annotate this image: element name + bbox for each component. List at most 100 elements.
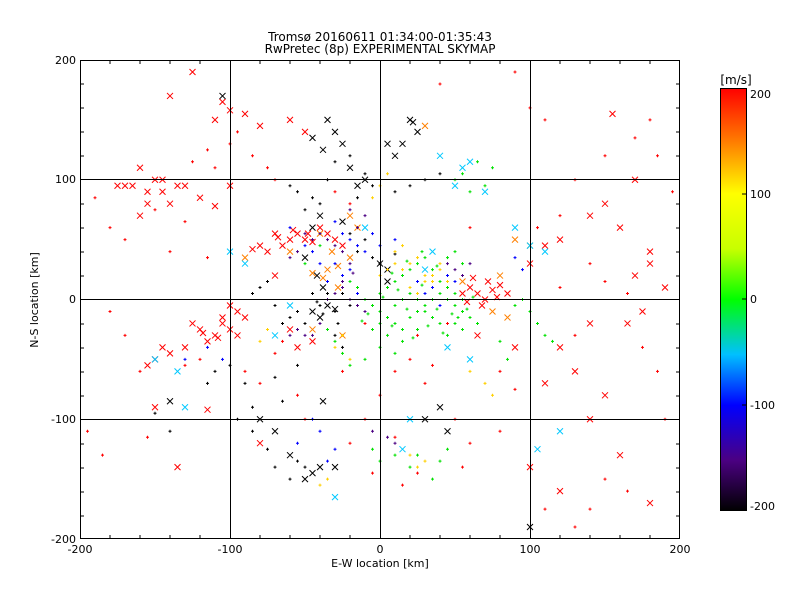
- data-point-plus: [543, 118, 547, 122]
- data-point-plus: [303, 333, 307, 337]
- data-point-plus: [386, 315, 389, 319]
- data-point-plus: [416, 327, 419, 331]
- data-point-x: [211, 202, 219, 210]
- data-point-plus: [101, 453, 104, 457]
- data-point-x: [496, 281, 504, 289]
- data-point-plus: [123, 238, 127, 242]
- data-point-plus: [461, 172, 464, 176]
- data-point-plus: [461, 465, 464, 469]
- data-point-plus: [326, 238, 329, 242]
- data-point-plus: [371, 471, 374, 475]
- data-point-x: [478, 302, 486, 309]
- data-point-plus: [333, 220, 337, 224]
- data-point-plus: [498, 429, 502, 433]
- data-point-plus: [153, 411, 157, 415]
- data-point-x: [331, 463, 339, 471]
- data-point-plus: [108, 226, 112, 230]
- data-point-plus: [348, 268, 352, 272]
- data-point-plus: [405, 307, 409, 311]
- data-point-x: [241, 260, 249, 267]
- data-point-plus: [506, 357, 509, 361]
- data-point-plus: [446, 286, 449, 290]
- data-point-x: [646, 260, 654, 267]
- data-point-x: [204, 406, 211, 414]
- data-point-plus: [303, 321, 307, 325]
- data-point-x: [436, 152, 444, 160]
- data-point-plus: [183, 363, 187, 367]
- data-point-plus: [348, 363, 352, 367]
- data-point-x: [489, 286, 496, 294]
- data-point-plus: [393, 453, 397, 457]
- data-point-plus: [468, 190, 472, 194]
- data-point-plus: [671, 190, 674, 194]
- data-point-plus: [311, 333, 314, 337]
- data-point-x: [181, 403, 189, 411]
- data-point-plus: [333, 244, 337, 248]
- data-point-plus: [453, 321, 457, 325]
- data-point-plus: [86, 429, 89, 433]
- data-point-plus: [318, 483, 322, 487]
- data-point-plus: [408, 292, 412, 296]
- data-point-plus: [446, 262, 449, 266]
- data-point-x: [309, 134, 316, 142]
- data-point-plus: [296, 190, 299, 194]
- data-point-plus: [476, 321, 479, 325]
- data-point-x: [166, 350, 174, 357]
- y-tick-label: -100: [51, 413, 76, 426]
- data-point-x: [504, 314, 511, 321]
- data-point-plus: [371, 184, 374, 188]
- grid-lines: [80, 60, 680, 539]
- data-point-plus: [491, 166, 494, 170]
- data-point-plus: [123, 333, 127, 337]
- data-point-plus: [326, 280, 329, 284]
- data-point-plus: [465, 307, 469, 311]
- data-point-plus: [423, 309, 427, 313]
- y-minor-ticks: [80, 83, 680, 517]
- data-point-plus: [93, 196, 97, 200]
- data-point-plus: [348, 441, 352, 445]
- data-point-plus: [420, 283, 424, 287]
- data-point-plus: [311, 292, 314, 296]
- data-point-x: [136, 164, 144, 172]
- data-point-plus: [461, 274, 464, 278]
- data-point-x: [346, 254, 354, 261]
- data-point-x: [144, 200, 151, 208]
- data-point-x: [219, 320, 226, 327]
- data-point-plus: [453, 292, 457, 296]
- data-point-x: [556, 487, 564, 495]
- data-point-plus: [471, 295, 475, 299]
- data-point-x: [196, 194, 204, 202]
- data-point-plus: [393, 190, 397, 194]
- data-point-plus: [588, 262, 592, 266]
- data-point-x: [241, 254, 249, 261]
- data-point-plus: [318, 232, 322, 236]
- data-point-plus: [401, 327, 404, 331]
- data-point-x: [616, 224, 624, 232]
- data-point-plus: [401, 244, 404, 248]
- data-point-plus: [341, 369, 344, 373]
- data-point-plus: [408, 453, 412, 457]
- data-point-plus: [416, 453, 419, 457]
- data-point-x: [571, 367, 579, 375]
- data-point-plus: [273, 351, 277, 355]
- data-point-plus: [468, 315, 472, 319]
- data-point-x: [319, 146, 327, 154]
- data-point-plus: [393, 262, 397, 266]
- data-point-x: [414, 128, 421, 136]
- data-point-x: [504, 290, 511, 297]
- data-point-plus: [363, 172, 367, 176]
- data-point-plus: [438, 321, 442, 325]
- data-point-plus: [371, 232, 374, 236]
- data-point-plus: [656, 369, 659, 373]
- data-point-plus: [431, 286, 434, 290]
- data-point-plus: [441, 331, 445, 335]
- data-point-plus: [356, 226, 359, 230]
- data-point-plus: [206, 148, 209, 152]
- data-point-x: [286, 326, 294, 333]
- data-point-plus: [206, 381, 209, 385]
- colorbar-tick-label: 100: [750, 188, 771, 201]
- data-point-plus: [356, 292, 359, 296]
- data-point-x: [409, 118, 417, 126]
- colorbar-tick-label: 0: [750, 293, 757, 306]
- data-point-plus: [626, 489, 629, 493]
